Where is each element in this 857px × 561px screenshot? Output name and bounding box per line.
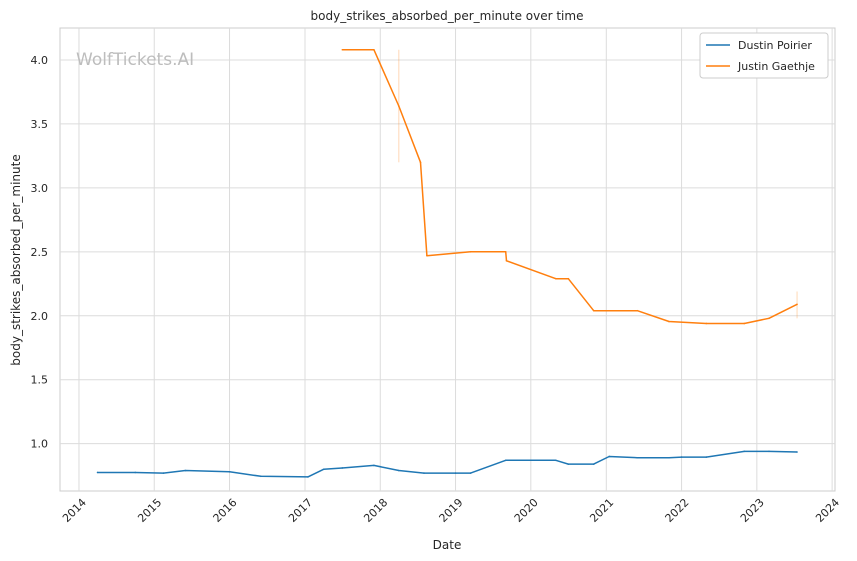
data-point-dustin-poirier: [373, 464, 375, 467]
x-tick-label: 2016: [211, 496, 240, 525]
data-point-dustin-poirier: [322, 468, 325, 471]
data-point-justin-gaethje: [668, 320, 670, 323]
data-point-dustin-poirier: [454, 472, 457, 474]
watermark: WolfTickets.AI: [76, 50, 194, 70]
y-tick-label: 2.5: [31, 246, 49, 259]
x-tick-label: 2018: [361, 496, 390, 525]
data-point-dustin-poirier: [554, 459, 557, 462]
data-point-dustin-poirier: [608, 455, 610, 458]
data-point-dustin-poirier: [228, 471, 231, 473]
legend-label-justin-gaethje: Justin Gaethje: [737, 60, 815, 73]
x-tick-label: 2024: [813, 496, 842, 525]
data-point-justin-gaethje: [341, 48, 344, 51]
y-tick-label: 1.5: [31, 374, 49, 387]
data-point-dustin-poirier: [96, 471, 99, 474]
x-tick-label: 2022: [663, 496, 692, 525]
data-point-justin-gaethje: [567, 277, 570, 280]
data-point-dustin-poirier: [668, 456, 670, 459]
legend-box: [699, 32, 829, 79]
x-tick-label: 2015: [135, 496, 164, 525]
data-point-dustin-poirier: [768, 450, 770, 453]
y-tick-label: 4.0: [31, 54, 49, 67]
legend: Dustin Poirier Justin Gaethje: [699, 32, 829, 79]
plot-area: [59, 27, 836, 492]
data-point-dustin-poirier: [423, 472, 425, 474]
x-tick-label: 2020: [512, 496, 541, 525]
series-group: [96, 48, 798, 478]
data-point-dustin-poirier: [260, 475, 262, 478]
x-axis-title: Date: [433, 538, 462, 552]
data-point-dustin-poirier: [592, 463, 595, 465]
data-point-justin-gaethje: [743, 322, 746, 325]
x-tick-label: 2023: [738, 496, 767, 525]
data-point-justin-gaethje: [419, 161, 422, 164]
data-point-justin-gaethje: [426, 254, 428, 257]
chart-title: body_strikes_absorbed_per_minute over ti…: [311, 9, 584, 23]
y-tick-label: 1.0: [31, 438, 49, 451]
legend-label-dustin-poirier: Dustin Poirier: [738, 39, 812, 52]
data-point-justin-gaethje: [592, 309, 595, 312]
data-point-dustin-poirier: [341, 467, 344, 469]
data-point-dustin-poirier: [469, 472, 472, 474]
x-tick-label: 2014: [60, 496, 89, 525]
data-point-dustin-poirier: [705, 456, 708, 458]
y-tick-label: 3.5: [31, 118, 49, 131]
y-ticks: 1.0 1.5 2.0 2.5 3.0 3.5 4.0: [31, 54, 49, 451]
data-point-dustin-poirier: [743, 450, 746, 453]
grid: [60, 28, 835, 491]
data-point-justin-gaethje: [554, 277, 557, 280]
data-point-dustin-poirier: [307, 476, 309, 478]
series-line-dustin-poirier: [97, 450, 798, 478]
data-point-dustin-poirier: [134, 471, 137, 474]
data-point-dustin-poirier: [398, 469, 400, 472]
data-point-dustin-poirier: [184, 469, 187, 472]
data-point-dustin-poirier: [504, 459, 507, 462]
data-point-justin-gaethje: [373, 48, 375, 51]
data-point-justin-gaethje: [505, 259, 508, 262]
y-tick-label: 3.0: [31, 182, 49, 195]
x-tick-label: 2017: [286, 496, 315, 525]
data-point-dustin-poirier: [636, 456, 639, 459]
data-point-justin-gaethje: [469, 251, 472, 253]
data-point-justin-gaethje: [705, 322, 708, 325]
x-tick-label: 2019: [437, 496, 466, 525]
data-point-justin-gaethje: [636, 309, 639, 312]
data-point-justin-gaethje: [504, 251, 507, 253]
x-ticks: 2014 2015 2016 2017 2018 2019 2020 2021 2022 2023…: [60, 496, 842, 525]
data-point-dustin-poirier: [567, 463, 570, 465]
data-point-dustin-poirier: [162, 472, 165, 474]
x-tick-label: 2021: [587, 496, 616, 525]
data-point-dustin-poirier: [796, 451, 798, 453]
y-axis-title: body_strikes_absorbed_per_minute: [9, 154, 23, 365]
data-point-dustin-poirier: [680, 456, 683, 458]
data-point-justin-gaethje: [796, 303, 798, 306]
data-point-justin-gaethje: [768, 317, 770, 320]
y-tick-label: 2.0: [31, 310, 49, 323]
data-point-justin-gaethje: [398, 105, 400, 107]
